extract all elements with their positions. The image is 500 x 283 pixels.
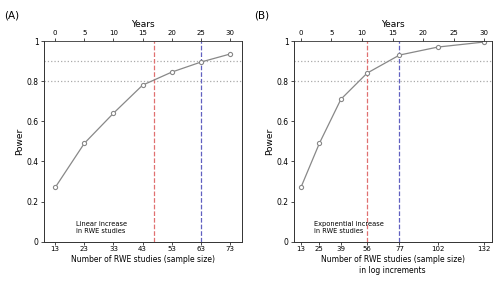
Text: Exponential increase
in RWE studies: Exponential increase in RWE studies [314,221,384,233]
Text: (A): (A) [4,11,19,21]
Text: (B): (B) [254,11,269,21]
Text: Linear increase
in RWE studies: Linear increase in RWE studies [76,221,126,233]
Y-axis label: Power: Power [15,128,24,155]
X-axis label: Years: Years [131,20,154,29]
Y-axis label: Power: Power [264,128,274,155]
X-axis label: Number of RWE studies (sample size)
in log increments: Number of RWE studies (sample size) in l… [320,255,464,275]
X-axis label: Years: Years [380,20,404,29]
X-axis label: Number of RWE studies (sample size): Number of RWE studies (sample size) [70,255,215,264]
